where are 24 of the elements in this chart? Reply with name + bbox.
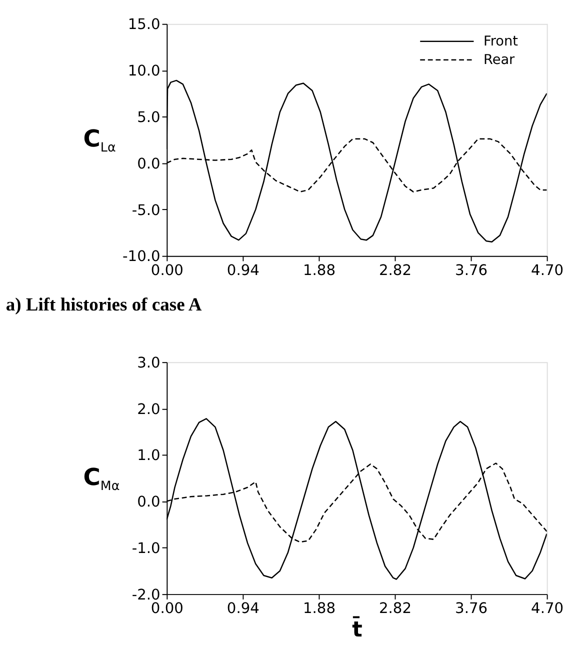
x-tick-label: 0.94 <box>226 600 260 618</box>
x-tick-label: 4.70 <box>531 262 564 279</box>
x-tick-label: 2.82 <box>378 262 412 279</box>
y-tick-label: -5.0 <box>132 202 160 219</box>
x-tick-label: 1.88 <box>302 600 336 618</box>
y-tick-label: 0.0 <box>137 155 160 172</box>
y-tick-label: 0.0 <box>137 494 160 511</box>
legend-label: Rear <box>483 52 516 68</box>
y-tick-label: 3.0 <box>137 354 160 372</box>
y-tick-label: 15.0 <box>128 16 160 34</box>
y-tick-label: 10.0 <box>128 62 160 80</box>
legend-label: Front <box>483 33 519 50</box>
text: a) Lift histories of case A <box>6 294 202 316</box>
y-tick-label: -1.0 <box>132 540 160 558</box>
x-axis-title: t̄ <box>352 616 362 642</box>
y-tick-label: 2.0 <box>137 400 160 418</box>
x-tick-label: 2.82 <box>378 600 412 618</box>
y-tick-label: 5.0 <box>137 109 160 126</box>
x-tick-label: 0.94 <box>226 262 260 279</box>
x-tick-label: 3.76 <box>455 262 488 279</box>
y-tick-label: 1.0 <box>137 447 160 464</box>
x-tick-label: 3.76 <box>455 600 488 618</box>
x-tick-label: 4.70 <box>531 600 564 618</box>
x-tick-label: 1.88 <box>302 262 336 279</box>
